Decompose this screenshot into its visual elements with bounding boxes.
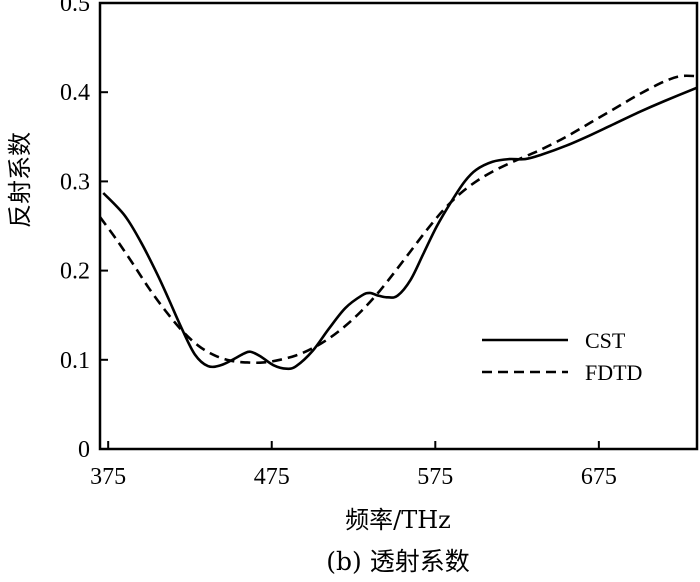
legend-label-cst: CST <box>585 328 626 353</box>
series-line-cst <box>102 86 697 371</box>
y-tick-label: 0.2 <box>60 259 90 285</box>
y-tick-label: 0.3 <box>60 169 90 195</box>
x-tick-label: 375 <box>90 464 126 490</box>
x-axis-label: 频率/THz <box>345 506 451 534</box>
series-lines <box>100 74 697 371</box>
series-line-fdtd <box>100 74 697 365</box>
figure-caption: (b) 透射系数 <box>326 547 469 576</box>
y-tick-label: 0.5 <box>60 0 90 17</box>
x-tick-label: 475 <box>254 464 290 490</box>
plot-frame <box>98 1 699 451</box>
plot-area <box>98 1 699 451</box>
legend: CST FDTD <box>482 328 642 385</box>
x-axis-ticks: 375 475 575 675 <box>90 441 617 490</box>
x-tick-label: 575 <box>417 464 453 490</box>
y-tick-label: 0.4 <box>60 80 90 106</box>
x-tick-label: 675 <box>581 464 617 490</box>
y-tick-label: 0 <box>78 437 90 463</box>
legend-label-fdtd: FDTD <box>585 360 642 385</box>
y-axis-label: 反射系数 <box>6 132 34 228</box>
y-axis-ticks: 0 0.1 0.2 0.3 0.4 0.5 <box>60 0 108 463</box>
y-tick-label: 0.1 <box>60 348 90 374</box>
